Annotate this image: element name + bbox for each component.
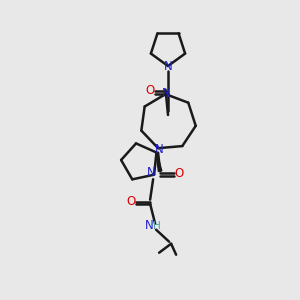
Text: O: O [146,85,154,98]
Text: N: N [147,166,155,179]
Text: N: N [155,143,164,156]
Text: O: O [175,167,184,180]
Text: H: H [153,221,161,231]
Polygon shape [156,152,162,172]
Text: N: N [164,59,172,73]
Text: N: N [162,87,171,100]
Text: O: O [127,195,136,208]
Text: N: N [145,219,154,232]
